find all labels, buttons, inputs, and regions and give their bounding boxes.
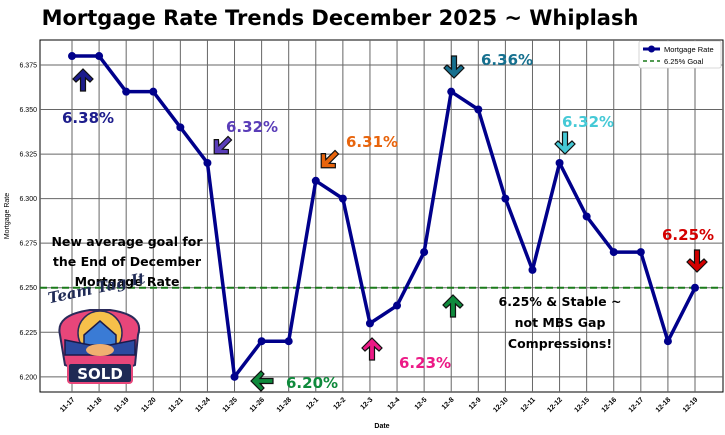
x-axis: 11-17 11-18 11-19 11-20 11-21 11-24 11-25 11-26… [59,396,699,414]
arrow-icon [320,149,340,169]
data-point [95,52,104,61]
x-tick-label: 12-18 [655,396,673,414]
arrow-icon [213,135,233,155]
data-point [311,176,320,185]
grid [39,39,724,393]
arrow-icon [72,68,94,92]
annotation-label: 6.38% [62,109,114,127]
x-tick-label: 12-11 [520,396,537,413]
logo-banner-text: SOLD [77,365,123,383]
legend-label: Mortgage Rate [664,45,714,54]
annotation-label: 6.31% [346,133,398,151]
stable-note-line: Compressions! [508,336,612,351]
x-tick-label: 12-19 [682,396,700,414]
stable-note-line: not MBS Gap [515,315,606,330]
y-tick-label: 6.350 [19,107,37,114]
chart-title: Mortgage Rate Trends December 2025 ~ Whi… [42,6,639,30]
data-point [257,337,266,346]
annotation-label: 6.32% [226,118,278,136]
arrow-icon [443,55,465,79]
x-tick-label: 12-1 [305,396,320,411]
data-point [582,212,591,221]
data-points [68,52,699,381]
x-tick-label: 11-28 [276,396,293,413]
goal-note-line: Mortgage Rate [75,274,180,289]
data-point [636,248,645,257]
y-tick-label: 6.375 [19,62,37,69]
x-tick-label: 12-17 [628,396,646,414]
arrow-icon [554,131,576,155]
x-axis-label: Date [374,423,389,430]
data-point [663,337,672,346]
x-tick-label: 12-15 [573,396,591,414]
x-tick-label: 11-24 [195,396,212,413]
data-point [609,248,618,257]
series-line-mortgage-rate [72,54,697,379]
arrow-icon [442,294,464,318]
data-point [528,265,537,274]
annotations: 6.38% 6.32% 6.31% 6.36% 6.32% 6.25% 6.20… [62,51,714,392]
x-tick-label: 12-3 [360,396,375,411]
y-axis: 6.200 6.225 6.250 6.275 6.300 6.325 6.350 6.375 [19,62,37,381]
annotation-label: 6.25% [662,226,714,244]
x-tick-label: 12-10 [492,396,510,414]
goal-note: New average goal for the End of December… [51,234,203,289]
x-tick-label: 11-18 [86,396,103,413]
y-tick-label: 6.300 [19,196,37,203]
x-tick-label: 11-21 [167,396,184,413]
legend: Mortgage Rate 6.25% Goal [638,40,722,69]
annotation-label: 6.32% [562,113,614,131]
data-point [230,372,239,381]
plot-frame [39,39,724,393]
data-point [555,158,564,167]
data-point [393,301,402,310]
data-point [176,123,185,132]
x-tick-label: 11-26 [249,396,266,413]
data-point [501,194,510,203]
arrow-icon [361,337,383,361]
data-point [420,248,429,257]
goal-note-line: the End of December [53,254,202,269]
data-point [691,283,699,292]
data-point [284,337,293,346]
stable-note: 6.25% & Stable ~ not MBS Gap Compression… [499,294,622,351]
x-tick-label: 12-8 [441,396,456,411]
annotation-label: 6.36% [481,51,533,69]
x-tick-label: 11-20 [140,396,157,413]
team-tag-it-logo: SOLD Team Tag It [46,269,147,384]
x-tick-label: 11-17 [59,396,76,413]
data-point [122,87,131,96]
x-tick-label: 11-25 [222,396,239,413]
data-point [365,319,374,328]
data-point [447,87,456,96]
data-point [474,105,483,114]
legend-label: 6.25% Goal [664,57,704,66]
x-tick-label: 12-5 [414,396,429,411]
y-tick-label: 6.250 [19,285,37,292]
data-point [68,52,76,61]
arrow-icon [250,370,274,392]
data-point [203,158,212,167]
y-tick-label: 6.200 [19,374,37,381]
stable-note-line: 6.25% & Stable ~ [499,294,622,309]
annotation-label: 6.23% [399,354,451,372]
x-tick-label: 12-12 [546,396,564,414]
annotation-arrows [72,55,708,392]
y-axis-label: Mortgage Rate [4,193,11,239]
y-tick-label: 6.225 [19,330,37,337]
x-tick-label: 12-9 [468,396,483,411]
x-tick-label: 12-4 [387,396,402,411]
arrow-icon [686,249,708,273]
annotation-label: 6.20% [286,374,338,392]
x-tick-label: 12-16 [601,396,619,414]
goal-note-line: New average goal for [51,234,203,249]
data-point [149,87,158,96]
y-tick-label: 6.275 [19,241,37,248]
y-tick-label: 6.325 [19,152,37,159]
x-tick-label: 11-19 [113,396,130,413]
x-tick-label: 12-2 [332,396,347,411]
data-point [338,194,347,203]
